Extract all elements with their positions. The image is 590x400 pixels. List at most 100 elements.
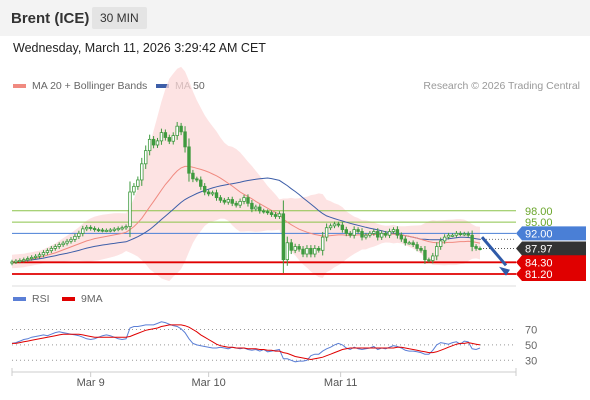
candle-body [427, 259, 431, 262]
candle [446, 232, 451, 240]
candle [395, 226, 400, 239]
candle [147, 134, 152, 156]
candle [10, 259, 14, 266]
candle-body [132, 185, 136, 193]
candle [206, 189, 211, 197]
candle-body [265, 211, 270, 214]
candle [462, 231, 466, 237]
candle [77, 230, 81, 239]
candle [442, 234, 447, 244]
candle [175, 121, 179, 140]
candle-body [49, 247, 54, 252]
candle-body [423, 249, 427, 261]
legend-ma9: 9MA [62, 293, 103, 305]
candle-body [69, 238, 73, 242]
candle-body [61, 242, 65, 246]
candle [92, 226, 97, 232]
candle [155, 137, 160, 148]
forecast-arrow-shaft [480, 236, 508, 267]
candle-body [407, 242, 411, 245]
candle [167, 134, 172, 145]
candle [69, 237, 73, 244]
candle [419, 246, 423, 253]
candle-body [301, 248, 305, 255]
candle-body [203, 185, 207, 193]
candle-body [317, 247, 321, 251]
candle-body [273, 214, 278, 217]
candle [222, 197, 227, 205]
candle-body [250, 202, 254, 210]
timestamp: Wednesday, March 11, 2026 3:29:42 AM CET [13, 41, 266, 55]
candle [163, 129, 168, 141]
candle [195, 176, 199, 183]
ma9-label: 9MA [81, 293, 103, 305]
candle [332, 221, 337, 229]
candle [427, 257, 431, 263]
timeframe-badge[interactable]: 30 MIN [92, 7, 147, 29]
rsi-tick-label: 30 [525, 355, 537, 367]
candle-body [360, 231, 364, 238]
candle-body [340, 224, 345, 230]
x-tick-label: Mar 11 [324, 377, 357, 389]
candle [391, 227, 396, 234]
candle-body [364, 234, 368, 238]
candles [10, 121, 482, 274]
level-label-2: 92.00 [525, 228, 553, 240]
candle-body [415, 244, 419, 249]
candle-body [92, 228, 97, 231]
candle-body [195, 178, 199, 181]
candle [254, 204, 258, 212]
candle-body [387, 231, 392, 236]
candle [210, 190, 215, 197]
candle-body [187, 146, 191, 174]
candle-body [462, 233, 466, 236]
candle-body [218, 197, 223, 201]
candle-body [65, 240, 69, 244]
candle-body [344, 229, 348, 234]
candle-body [313, 247, 317, 255]
candle [324, 223, 329, 242]
candle [415, 241, 419, 252]
candle-body [309, 247, 313, 255]
candle-body [458, 232, 463, 235]
candle-body [108, 229, 113, 232]
candle [14, 259, 18, 265]
candle-body [269, 212, 274, 215]
instrument-title: Brent (ICE) [11, 10, 90, 27]
candle-body [431, 255, 435, 261]
candle [301, 246, 305, 258]
candle [112, 227, 116, 233]
candle [85, 225, 89, 232]
legend-rsi: RSI [13, 293, 50, 305]
rsi-ma9-line [12, 324, 481, 361]
candle-body [234, 202, 238, 206]
candle [187, 138, 191, 182]
candle [96, 227, 101, 232]
candle [368, 231, 372, 238]
candle-body [254, 206, 258, 210]
candle [423, 246, 427, 264]
candle [230, 196, 234, 207]
candle [387, 228, 392, 239]
candle [352, 226, 356, 239]
candle [273, 212, 278, 219]
candle [372, 229, 376, 236]
rsi-tick-label: 70 [525, 325, 537, 337]
candle-body [372, 231, 376, 234]
candle [234, 200, 238, 208]
candle-body [18, 260, 22, 263]
rsi-swatch [13, 297, 26, 301]
candle [399, 232, 404, 242]
candle-body [352, 229, 356, 236]
candle [108, 228, 113, 233]
candle [136, 176, 140, 190]
candle [183, 126, 187, 153]
candle-body [238, 200, 242, 206]
candle-body [277, 213, 282, 217]
candle [309, 245, 313, 258]
x-tick-label: Mar 10 [192, 377, 226, 389]
candle [144, 145, 148, 169]
candle [340, 222, 345, 233]
candle [305, 245, 309, 258]
